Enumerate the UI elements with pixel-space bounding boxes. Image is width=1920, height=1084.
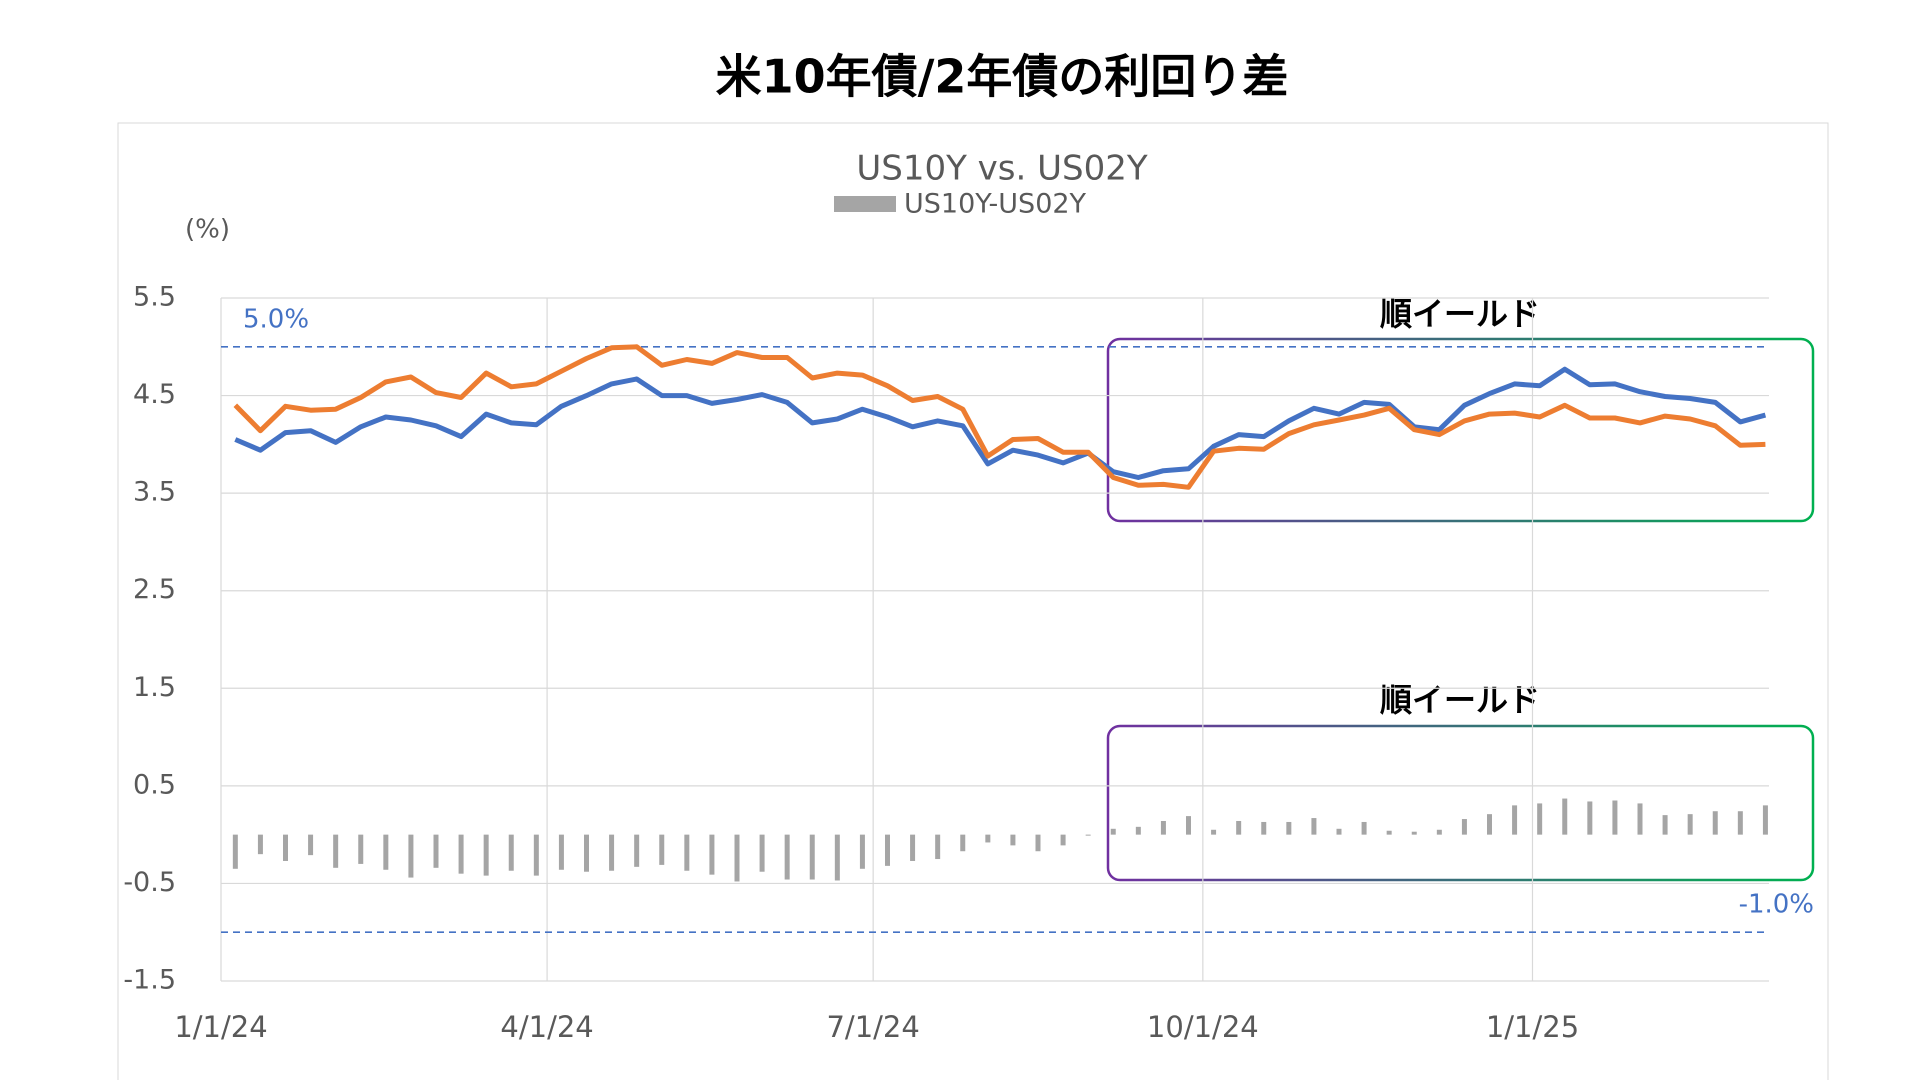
bar (634, 834, 640, 867)
bar (734, 834, 740, 882)
x-tick-label: 1/1/25 (1486, 1010, 1579, 1044)
bar (1712, 811, 1718, 835)
x-tick-label: 7/1/24 (826, 1010, 919, 1044)
bar (759, 834, 765, 872)
x-tick-label: 4/1/24 (500, 1010, 593, 1044)
bar (283, 834, 288, 861)
bar (1336, 828, 1342, 835)
bar (709, 834, 715, 875)
bar (1411, 831, 1417, 835)
bar (584, 834, 589, 872)
bar (232, 834, 238, 869)
bar (458, 834, 464, 874)
y-tick-label: 2.5 (133, 574, 176, 605)
line (234, 366, 1767, 480)
chart-frame (117, 122, 1829, 1084)
y-tick-label: 3.5 (133, 477, 176, 508)
bar (1211, 829, 1217, 835)
bar (1060, 834, 1066, 846)
bar (1637, 803, 1643, 835)
bar (308, 834, 314, 856)
bar (1311, 818, 1317, 835)
bar (1562, 798, 1568, 835)
bar (1361, 821, 1367, 835)
bar (1286, 821, 1292, 835)
highlight-box (1106, 724, 1815, 882)
bar (433, 834, 439, 868)
bar (1160, 820, 1166, 835)
bar (383, 834, 389, 870)
y-tick-label: -0.5 (123, 867, 176, 898)
y-tick-label: 4.5 (133, 379, 176, 410)
bar (960, 834, 966, 852)
bar (1110, 828, 1116, 835)
bar (1537, 803, 1543, 835)
plot-area: 5.5 4.5 3.5 2.5 1.5 0.5 -0.5 -1.5 1/1/24 4/1/24 7/… (123, 282, 1814, 1045)
bar (1186, 816, 1191, 835)
bar (333, 834, 339, 868)
bar (1436, 829, 1442, 835)
bar (358, 834, 364, 864)
bar (1085, 834, 1091, 836)
y-tick-label: 5.5 (133, 282, 176, 313)
bar (1487, 814, 1492, 835)
x-tick-label: 1/1/24 (174, 1010, 267, 1044)
reference-label: -1.0% (1739, 890, 1814, 920)
bar (1762, 805, 1768, 835)
y-tick-label: -1.5 (123, 965, 176, 996)
bar (1662, 815, 1668, 835)
bar (784, 834, 790, 880)
bar (859, 834, 865, 869)
bar (1512, 805, 1518, 835)
bar (1687, 814, 1693, 835)
bar (1010, 834, 1016, 846)
annotation: 順イールド (1380, 681, 1540, 719)
legend-label: US10Y-US02Y (904, 189, 1087, 220)
bar (1386, 830, 1392, 835)
reference-label: 5.0% (243, 304, 309, 334)
x-tick-label: 10/1/24 (1147, 1010, 1259, 1044)
bar (684, 834, 690, 871)
bar (659, 834, 665, 865)
annotation: 順イールド (1380, 295, 1540, 333)
bar (1612, 800, 1618, 835)
chart-title: 米10年債/2年債の利回り差 (716, 50, 1289, 104)
legend-swatch (834, 196, 896, 212)
bar (1587, 801, 1593, 835)
bar (533, 834, 539, 876)
bar (408, 834, 414, 878)
y-tick-label: 0.5 (133, 769, 176, 800)
highlight-box (1106, 337, 1815, 523)
bar (1035, 834, 1041, 852)
line (233, 344, 1766, 490)
bar (910, 834, 916, 861)
bar (1135, 826, 1141, 835)
bar (483, 834, 489, 876)
bar (1737, 811, 1743, 835)
bar (885, 834, 890, 866)
bar (1261, 821, 1267, 835)
y-tick-label: 1.5 (133, 672, 176, 703)
bar (985, 834, 991, 843)
bar (609, 834, 615, 871)
bar (935, 834, 941, 860)
bar (1236, 820, 1242, 835)
chart-subtitle: US10Y vs. US02Y (856, 149, 1147, 189)
bar (257, 834, 263, 855)
bar (508, 834, 514, 871)
y-axis-label: (%) (185, 215, 230, 245)
bar (834, 834, 840, 881)
bar (558, 834, 564, 870)
bar (809, 834, 815, 880)
bar (1461, 819, 1467, 835)
